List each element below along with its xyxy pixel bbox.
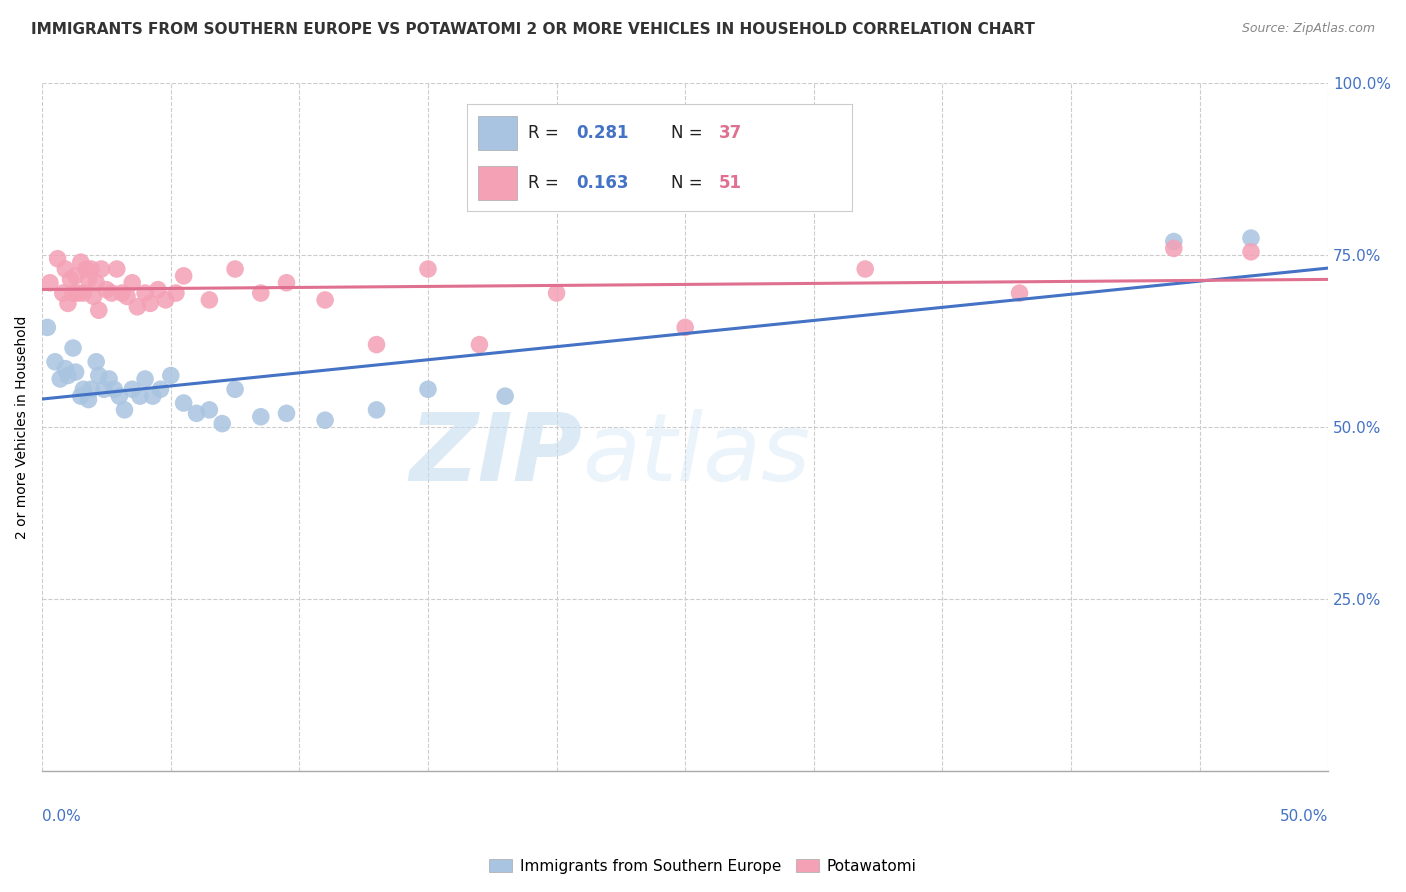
Point xyxy=(139,296,162,310)
Point xyxy=(468,337,491,351)
Point xyxy=(44,355,66,369)
Point xyxy=(173,268,195,283)
Point xyxy=(366,337,388,351)
Point xyxy=(65,268,87,283)
Point xyxy=(65,365,87,379)
Point xyxy=(1240,231,1263,245)
Point xyxy=(105,262,128,277)
Point xyxy=(62,341,84,355)
Text: Source: ZipAtlas.com: Source: ZipAtlas.com xyxy=(1241,22,1375,36)
Point xyxy=(134,372,156,386)
Point xyxy=(276,406,298,420)
Point xyxy=(87,368,110,383)
Point xyxy=(142,389,165,403)
Point xyxy=(84,276,107,290)
Point xyxy=(276,276,298,290)
Point xyxy=(46,252,69,266)
Point xyxy=(314,293,336,307)
Point xyxy=(49,372,72,386)
Point xyxy=(186,406,208,420)
Point xyxy=(38,276,60,290)
Point xyxy=(494,389,516,403)
Legend: Immigrants from Southern Europe, Potawatomi: Immigrants from Southern Europe, Potawat… xyxy=(484,853,922,880)
Point xyxy=(72,286,94,301)
Point xyxy=(115,289,138,303)
Point xyxy=(173,396,195,410)
Point xyxy=(366,403,388,417)
Text: atlas: atlas xyxy=(582,409,810,500)
Point xyxy=(121,276,143,290)
Point xyxy=(149,382,172,396)
Point xyxy=(129,389,152,403)
Point xyxy=(62,286,84,301)
Point xyxy=(134,286,156,301)
Point xyxy=(72,382,94,396)
Point xyxy=(155,293,177,307)
Text: ZIP: ZIP xyxy=(409,409,582,500)
Point xyxy=(75,262,97,277)
Text: 50.0%: 50.0% xyxy=(1279,808,1329,823)
Point xyxy=(1240,244,1263,259)
Point xyxy=(249,409,271,424)
Point xyxy=(314,413,336,427)
Point xyxy=(224,262,246,277)
Point xyxy=(416,262,439,277)
Point xyxy=(77,272,100,286)
Point xyxy=(159,368,181,383)
Point xyxy=(103,382,125,396)
Point xyxy=(165,286,187,301)
Point xyxy=(1163,241,1185,255)
Point xyxy=(53,361,76,376)
Point xyxy=(249,286,271,301)
Point xyxy=(67,286,90,301)
Point xyxy=(224,382,246,396)
Point xyxy=(84,355,107,369)
Point xyxy=(853,262,876,277)
Point xyxy=(198,293,221,307)
Point xyxy=(37,320,59,334)
Point xyxy=(211,417,233,431)
Point xyxy=(80,262,103,277)
Point xyxy=(80,382,103,396)
Point xyxy=(90,262,112,277)
Point xyxy=(546,286,568,301)
Point xyxy=(111,286,134,301)
Point xyxy=(69,255,91,269)
Point xyxy=(1008,286,1031,301)
Point xyxy=(93,382,115,396)
Point xyxy=(83,289,105,303)
Point xyxy=(114,403,136,417)
Point xyxy=(87,303,110,318)
Point xyxy=(56,296,79,310)
Point xyxy=(121,382,143,396)
Point xyxy=(59,272,82,286)
Point xyxy=(52,286,75,301)
Point xyxy=(56,368,79,383)
Point xyxy=(1163,235,1185,249)
Point xyxy=(146,283,169,297)
Point xyxy=(53,262,76,277)
Text: 0.0%: 0.0% xyxy=(42,808,82,823)
Y-axis label: 2 or more Vehicles in Household: 2 or more Vehicles in Household xyxy=(15,316,30,539)
Point xyxy=(98,372,121,386)
Text: IMMIGRANTS FROM SOUTHERN EUROPE VS POTAWATOMI 2 OR MORE VEHICLES IN HOUSEHOLD CO: IMMIGRANTS FROM SOUTHERN EUROPE VS POTAW… xyxy=(31,22,1035,37)
Point xyxy=(77,392,100,407)
Point xyxy=(127,300,149,314)
Point xyxy=(96,283,118,297)
Point xyxy=(673,320,696,334)
Point xyxy=(69,389,91,403)
Point xyxy=(198,403,221,417)
Point xyxy=(100,286,122,301)
Point xyxy=(108,389,131,403)
Point xyxy=(416,382,439,396)
